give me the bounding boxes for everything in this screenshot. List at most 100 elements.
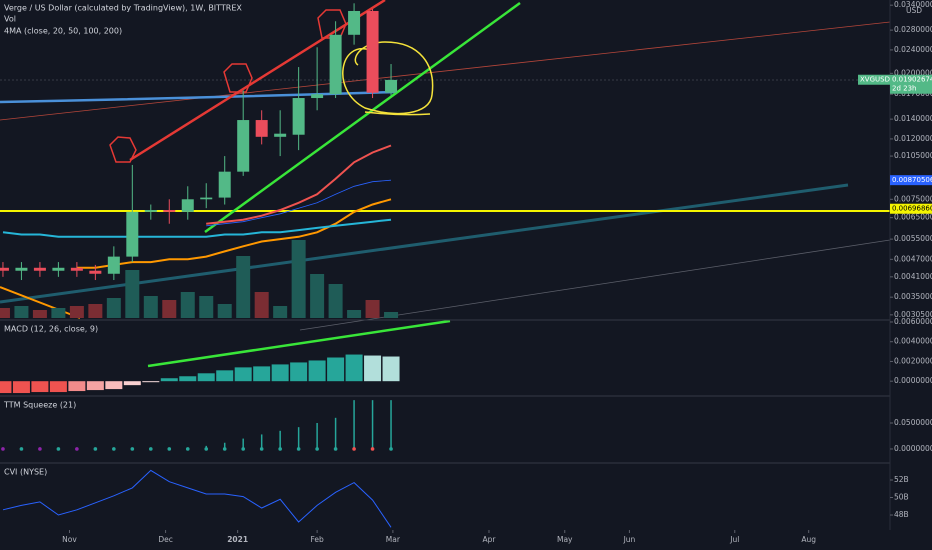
volume-bar bbox=[69, 306, 84, 318]
volume-bar bbox=[384, 312, 399, 318]
y-tick-label: 0.01400000 bbox=[894, 114, 932, 123]
pane-title: TTM Squeeze (21) bbox=[3, 401, 76, 410]
chart-title: Verge / US Dollar (calculated by Trading… bbox=[4, 4, 242, 13]
x-tick-label: May bbox=[557, 535, 573, 544]
moving-average bbox=[76, 198, 392, 269]
y-tick-label: 0.00410000 bbox=[894, 272, 932, 281]
squeeze-dot bbox=[167, 447, 172, 451]
squeeze-dot bbox=[315, 447, 319, 451]
y-tick-label: 50B bbox=[894, 493, 909, 502]
histogram-bar bbox=[68, 381, 86, 392]
price-marker-label: 0.00696860 bbox=[892, 205, 932, 213]
squeeze-dot bbox=[204, 447, 209, 451]
volume-bar bbox=[125, 270, 140, 318]
candle-body bbox=[311, 94, 324, 99]
y-tick-label: 0.00350000 bbox=[894, 292, 932, 301]
y-tick-label: 0.00600000 bbox=[894, 317, 932, 326]
candle-body bbox=[107, 256, 120, 274]
trend-line bbox=[0, 21, 891, 121]
volume-bar bbox=[51, 308, 66, 318]
y-tick-label: 0.00750000 bbox=[894, 194, 932, 203]
candle-body bbox=[274, 133, 287, 137]
pane-title: MACD (12, 26, close, 9) bbox=[4, 325, 98, 334]
candle-body bbox=[292, 98, 305, 135]
pane-title: CVI (NYSE) bbox=[4, 468, 47, 477]
moving-average bbox=[206, 179, 392, 227]
volume-bar bbox=[347, 310, 362, 318]
cvi-line bbox=[2, 469, 392, 528]
marker-shape bbox=[223, 63, 253, 93]
candle-body bbox=[0, 267, 9, 271]
histogram-bar bbox=[123, 381, 141, 386]
squeeze-dot bbox=[370, 447, 375, 451]
currency: USD bbox=[906, 6, 922, 15]
x-tick-label: Mar bbox=[386, 535, 401, 544]
squeeze-dot bbox=[19, 447, 24, 451]
volume-bar bbox=[162, 300, 177, 318]
y-tick-label: 0.00470000 bbox=[894, 254, 932, 263]
squeeze-dot bbox=[93, 447, 98, 451]
histogram-bar bbox=[234, 367, 252, 382]
y-tick-label: 0.05000000 bbox=[894, 418, 932, 427]
candle-body bbox=[348, 10, 361, 35]
volume-bar bbox=[180, 292, 195, 318]
x-tick-label: Feb bbox=[310, 535, 324, 544]
x-tick-label: 2021 bbox=[227, 535, 248, 544]
histogram-bar bbox=[308, 360, 326, 382]
histogram-bar bbox=[12, 381, 30, 394]
histogram-bar bbox=[86, 381, 104, 391]
x-tick-label: Dec bbox=[158, 535, 173, 544]
volume-bar bbox=[328, 284, 343, 318]
price-marker-label: 0.00870506 bbox=[892, 176, 932, 184]
candle-body bbox=[126, 211, 139, 257]
volume-bar bbox=[106, 298, 121, 318]
volume-bar bbox=[88, 304, 103, 318]
x-tick-label: Aug bbox=[801, 535, 816, 544]
volume-bar bbox=[217, 304, 232, 318]
y-tick-label: 0.00305000 bbox=[894, 310, 932, 319]
volume-bar bbox=[365, 300, 380, 318]
squeeze-dot bbox=[1, 447, 5, 451]
histogram-bar bbox=[327, 357, 345, 382]
trend-line bbox=[299, 239, 891, 331]
squeeze-dot bbox=[259, 447, 264, 451]
squeeze-dot bbox=[75, 447, 79, 451]
candle-body bbox=[329, 34, 342, 95]
y-tick-label: 0.01050000 bbox=[894, 151, 932, 160]
volume-bar bbox=[273, 306, 288, 318]
squeeze-dot bbox=[112, 447, 116, 451]
candle-body bbox=[70, 267, 83, 271]
histogram-bar bbox=[142, 381, 160, 383]
candle-body bbox=[385, 79, 398, 93]
volume-bar bbox=[236, 256, 251, 318]
volume-bar bbox=[0, 308, 10, 318]
histogram-bar bbox=[160, 378, 178, 382]
moving-average bbox=[2, 218, 392, 238]
candle-body bbox=[181, 199, 194, 212]
histogram-bar bbox=[179, 376, 197, 382]
x-tick-label: Nov bbox=[62, 535, 77, 544]
symbol-badge bbox=[858, 74, 890, 85]
histogram-bar bbox=[0, 381, 12, 394]
candle-body bbox=[89, 270, 102, 274]
histogram-bar bbox=[382, 356, 400, 382]
histogram-bar bbox=[271, 364, 289, 382]
squeeze-dot bbox=[352, 447, 356, 451]
squeeze-dot bbox=[389, 447, 393, 451]
trend-line bbox=[129, 0, 386, 162]
squeeze-dot bbox=[333, 447, 338, 451]
histogram-bar bbox=[197, 373, 215, 382]
y-tick-label: 0.00200000 bbox=[894, 356, 932, 365]
squeeze-dot bbox=[296, 447, 301, 451]
volume-bar bbox=[143, 296, 158, 318]
histogram-bar bbox=[216, 370, 234, 382]
histogram-bar bbox=[105, 381, 123, 390]
candle-body bbox=[163, 210, 176, 212]
trend-line bbox=[204, 1, 521, 234]
y-tick-label: 0.02800000 bbox=[894, 25, 932, 34]
squeeze-dot bbox=[148, 447, 153, 451]
squeeze-dot bbox=[278, 447, 282, 451]
histogram-bar bbox=[364, 355, 382, 382]
